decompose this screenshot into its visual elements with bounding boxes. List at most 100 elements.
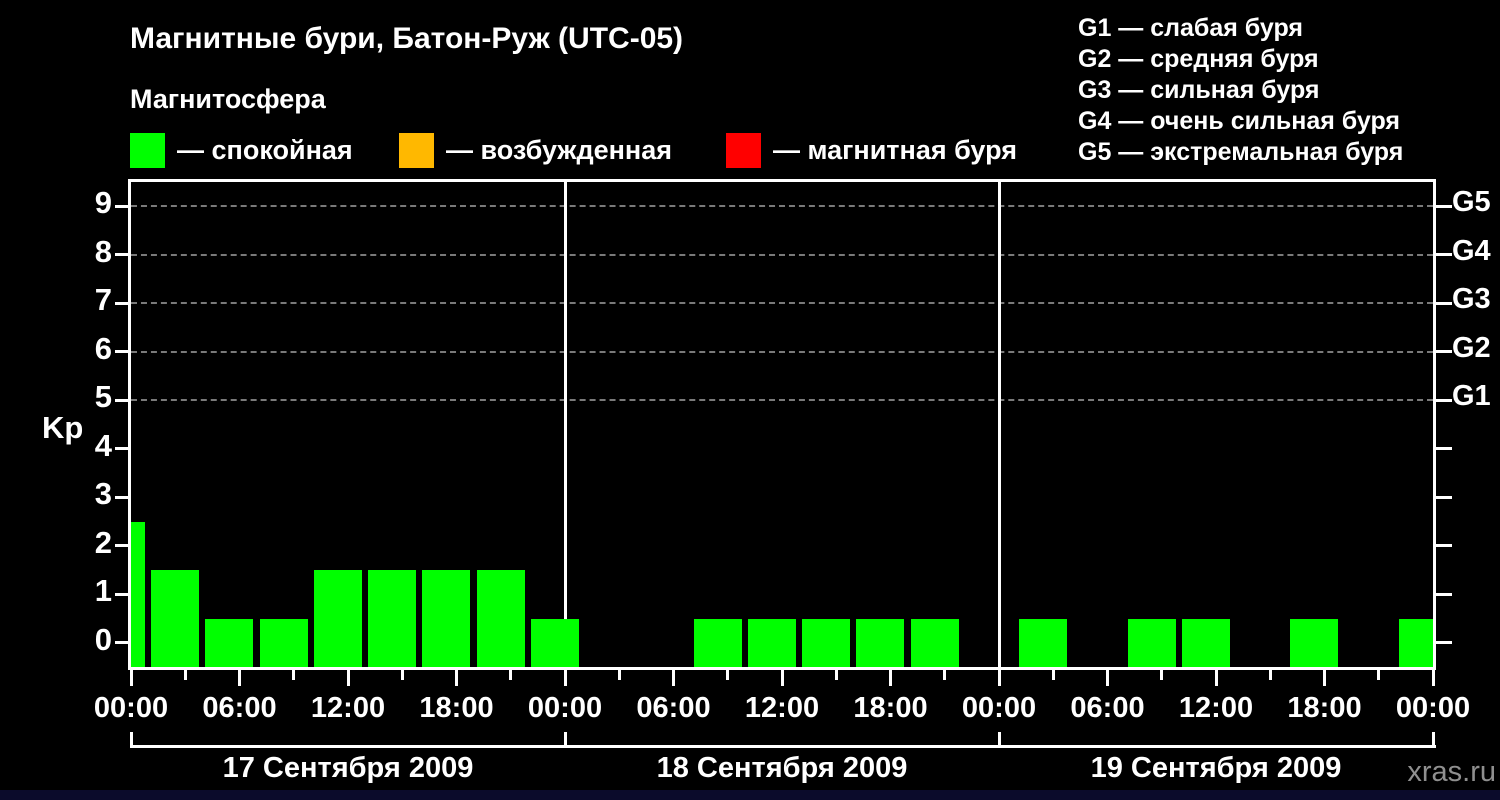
y-axis-tick [115,495,131,499]
kp-bar [1019,618,1067,667]
y-axis-tick-right [1436,495,1452,499]
gridline [131,253,1433,256]
y-axis-tick [115,641,131,645]
x-axis-major-tick [780,670,784,686]
time-tick-label: 12:00 [310,692,386,724]
bottom-border-strip [0,790,1500,800]
kp-bar [856,618,905,667]
x-axis-minor-tick [400,670,404,680]
y-axis-tick-right [1436,350,1452,354]
g-scale-legend-line: G5 — экстремальная буря [1078,138,1404,166]
time-tick-label: 00:00 [961,692,1037,724]
y-axis-tick [115,204,131,208]
watermark: xras.ru [1407,756,1496,788]
plot-area [128,179,1436,670]
time-tick-label: 00:00 [1395,692,1471,724]
y-axis-label: 9 [94,185,112,221]
quiet-color-swatch [130,133,165,168]
x-axis-minor-tick [183,670,187,680]
kp-bar [693,618,742,667]
day-divider-line [563,182,567,667]
g-scale-legend-line: G2 — средняя буря [1078,45,1319,73]
y-axis-tick-right [1436,398,1452,402]
kp-bar [1290,618,1339,667]
y-axis-tick [115,398,131,402]
y-axis-label: 2 [94,524,112,560]
y-axis-tick [115,301,131,305]
x-axis-major-tick [563,670,567,686]
g-axis-label: G1 [1452,380,1491,413]
g-scale-legend-line: G4 — очень сильная буря [1078,107,1400,135]
kp-bar [1127,618,1176,667]
kp-bar [131,521,145,667]
magnetosphere-label: Магнитосфера [130,84,326,114]
x-axis-minor-tick [1160,670,1164,680]
time-tick-label: 00:00 [93,692,169,724]
g-axis-label: G4 [1452,234,1491,267]
y-axis-label: 1 [94,573,112,609]
time-tick-label: 06:00 [202,692,277,724]
kp-bar [368,570,416,667]
chart-title: Магнитные бури, Батон-Руж (UTC-05) [130,22,684,55]
storm-color-swatch [726,133,761,168]
kp-bar [205,618,254,667]
x-axis-minor-tick [834,670,838,680]
date-bracket-tick [997,732,1001,748]
g-axis-label: G5 [1452,186,1491,219]
disturbed-color-swatch [399,133,434,168]
y-axis-tick-right [1436,447,1452,451]
x-axis-minor-tick [726,670,730,680]
y-axis-tick [115,350,131,354]
y-axis-tick-right [1436,301,1452,305]
legend-item-disturbed: — возбужденная [399,132,672,169]
g-axis-label: G3 [1452,283,1491,316]
date-label: 17 Сентября 2009 [222,752,474,784]
y-axis-tick-right [1436,592,1452,596]
time-tick-label: 00:00 [527,692,603,724]
y-axis-label: 5 [94,379,112,415]
x-axis-major-tick [1323,670,1326,686]
x-axis-minor-tick [1377,670,1381,680]
gridline [131,302,1433,305]
x-axis-minor-tick [943,670,947,680]
gridline [131,350,1433,353]
time-tick-label: 18:00 [1287,692,1362,724]
g-axis-label: G2 [1452,331,1491,364]
y-axis-label: 3 [94,476,112,512]
gridline [131,205,1433,208]
x-axis-major-tick [889,670,892,686]
y-axis-label: 0 [94,621,112,657]
y-axis-tick [115,253,131,257]
y-axis-label: 8 [94,233,112,269]
x-axis-major-tick [997,670,1001,686]
kp-bar [910,618,959,667]
time-tick-label: 12:00 [1178,692,1254,724]
legend-label-storm: — магнитная буря [773,135,1017,165]
kp-bar [476,570,525,667]
x-axis-major-tick [1214,670,1218,686]
x-axis-minor-tick [1051,670,1055,680]
y-axis-tick [115,592,131,596]
legend-item-storm: — магнитная буря [726,132,1017,169]
y-axis-tick-right [1436,253,1452,257]
date-label: 18 Сентября 2009 [656,752,908,784]
time-tick-label: 06:00 [1070,692,1145,724]
y-axis-tick-right [1436,544,1452,548]
y-axis-title: Kp [42,410,84,445]
x-axis-major-tick [346,670,350,686]
y-axis-tick [115,447,131,451]
day-divider-line [997,182,1001,667]
date-bracket-tick [1431,732,1435,748]
x-axis-minor-tick [617,670,621,680]
date-label: 19 Сентября 2009 [1090,752,1342,784]
legend-item-quiet: — спокойная [130,132,353,169]
y-axis-label: 4 [94,427,112,463]
y-axis-label: 7 [94,282,112,318]
kp-bar [530,618,579,667]
kp-bar [1181,618,1230,667]
x-axis-major-tick [672,670,675,686]
g-scale-legend-line: G3 — сильная буря [1078,76,1320,104]
time-tick-label: 18:00 [853,692,928,724]
x-axis-major-tick [238,670,241,686]
